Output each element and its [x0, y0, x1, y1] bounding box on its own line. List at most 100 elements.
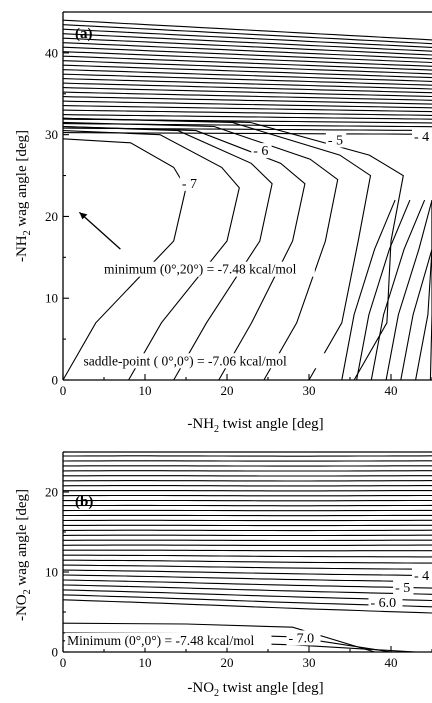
contour-line: [62, 584, 432, 595]
contour-line: [62, 78, 432, 90]
panel-label: (a): [75, 26, 93, 42]
annotation-bg: [65, 632, 272, 648]
contour-line: [62, 105, 432, 113]
y-tick-label: 0: [52, 373, 59, 388]
contour-label: - 4: [414, 130, 429, 145]
contour-line: [63, 559, 432, 564]
contour-line: [356, 199, 411, 381]
contour-line: [62, 87, 432, 98]
contour-line: [62, 37, 432, 56]
y-tick-label: 20: [45, 209, 58, 224]
y-tick-label: 10: [45, 291, 58, 306]
contour-line: [62, 73, 432, 86]
contour-label: - 6.0: [371, 596, 397, 611]
x-tick-label: 0: [60, 655, 67, 670]
contour-line: [62, 24, 432, 45]
contour-label: - 4: [414, 569, 429, 584]
contour-line: [62, 60, 432, 75]
y-tick-label: 10: [45, 565, 58, 580]
contour-line: [400, 200, 432, 381]
contour-label-bg: [393, 580, 414, 595]
contour-label: - 7: [182, 177, 197, 192]
x-axis-title: -NO2 twist angle [deg]: [187, 680, 323, 699]
y-tick-label: 0: [52, 645, 59, 660]
x-tick-label: 20: [221, 383, 234, 398]
contour-line: [62, 96, 432, 105]
contour-line: [62, 117, 372, 381]
panel-label: (b): [75, 494, 93, 510]
contour-line: [429, 200, 432, 381]
contour-line: [62, 91, 432, 101]
contour-lines: [62, 455, 432, 653]
contour-line: [62, 574, 432, 583]
x-tick-label: 10: [139, 383, 152, 398]
x-tick-label: 40: [385, 383, 398, 398]
x-tick-label: 40: [385, 655, 398, 670]
contour-line: [62, 125, 306, 381]
contour-line: [62, 51, 432, 67]
annotation: minimum (0°,20°) = -7.48 kcal/mol: [104, 262, 297, 277]
axes: 0 10 20 30 40 0 10 20 30 40: [45, 11, 432, 398]
x-tick-label: 30: [303, 383, 316, 398]
contour-line: [62, 69, 432, 82]
y-axis-title: -NO2 wag angle [deg]: [14, 489, 33, 621]
contour-line: [62, 82, 432, 94]
contour-line: [62, 125, 273, 381]
contour-line: [385, 199, 432, 381]
contour-label: - 7.0: [289, 631, 315, 646]
contour-lines: [62, 19, 432, 381]
contour-label-bg: [368, 595, 403, 611]
contour-line: [63, 554, 432, 558]
contour-line: [62, 130, 240, 381]
contour-label: - 6: [253, 144, 268, 159]
x-tick-label: 20: [221, 655, 234, 670]
annotation-bg: [102, 261, 315, 277]
contour-line: [62, 109, 432, 116]
contour-line: [62, 599, 432, 614]
contour-line: [62, 579, 432, 589]
contour-line: [62, 19, 432, 41]
contour-label-bg: [325, 132, 347, 148]
contour-line: [341, 199, 396, 381]
contour-label-bg: [179, 175, 201, 191]
annotation-bg: [81, 353, 327, 369]
contour-line: [62, 564, 432, 570]
contour-line: [62, 46, 432, 64]
contour-label-bg: [286, 630, 321, 646]
contour-line: [62, 100, 432, 109]
contour-label: - 5: [395, 581, 410, 596]
contour-line: [415, 200, 432, 381]
x-tick-label: 30: [303, 655, 316, 670]
contour-line: [370, 199, 426, 381]
annotation: saddle-point ( 0°,0°) = -7.06 kcal/mol: [84, 353, 287, 368]
contour-label: - 5: [328, 133, 343, 148]
y-tick-label: 20: [45, 485, 58, 500]
contour-line: [62, 622, 375, 653]
contour-line: [62, 64, 432, 79]
contour-label-bg: [411, 129, 432, 145]
y-axis-title: -NH2 wag angle [deg]: [14, 130, 33, 262]
y-tick-label: 30: [45, 127, 58, 142]
arrow-head: [79, 212, 88, 220]
contour-line: [62, 28, 432, 48]
contour-line: [63, 549, 432, 552]
panel-a: 0 10 20 30 40 0 10 20 30 40 -NH2 twist angle [deg]…: [14, 11, 432, 435]
x-axis-title: -NH2 twist angle [deg]: [187, 416, 323, 435]
minimum-arrow: [78, 211, 121, 250]
panel-b: 0 10 20 30 40 0 10 20 -NO2 twist angle [deg] -NO2…: [14, 451, 432, 699]
contour-line: [62, 138, 187, 381]
annotation: Minimum (0°,0°) = -7.48 kcal/mol: [67, 633, 254, 648]
x-tick-label: 10: [139, 655, 152, 670]
contour-line: [62, 55, 432, 71]
contour-line: [62, 33, 432, 52]
contour-line: [62, 117, 404, 381]
axes: 0 10 20 30 40 0 10 20: [45, 451, 432, 670]
y-tick-label: 40: [45, 45, 58, 60]
contour-label-bg: [251, 143, 272, 159]
contour-line: [62, 569, 432, 577]
contour-line: [62, 121, 339, 381]
contour-label-bg: [411, 568, 432, 583]
x-tick-label: 0: [60, 383, 67, 398]
contour-line: [62, 114, 432, 120]
